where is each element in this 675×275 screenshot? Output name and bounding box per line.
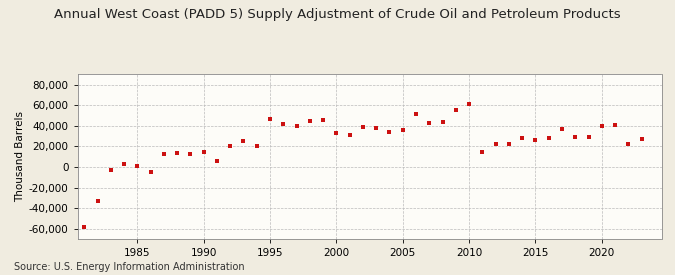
Point bbox=[105, 168, 116, 172]
Point bbox=[490, 142, 501, 147]
Point bbox=[304, 119, 315, 123]
Point bbox=[371, 126, 381, 130]
Point bbox=[583, 135, 594, 139]
Point bbox=[477, 149, 488, 154]
Point bbox=[265, 116, 275, 121]
Point bbox=[623, 142, 634, 147]
Point bbox=[119, 162, 130, 166]
Point bbox=[238, 139, 249, 144]
Point bbox=[159, 152, 169, 156]
Point bbox=[132, 164, 142, 168]
Point bbox=[437, 119, 448, 124]
Point bbox=[464, 102, 475, 106]
Point bbox=[530, 138, 541, 142]
Text: Annual West Coast (PADD 5) Supply Adjustment of Crude Oil and Petroleum Products: Annual West Coast (PADD 5) Supply Adjust… bbox=[54, 8, 621, 21]
Point bbox=[637, 137, 647, 141]
Point bbox=[384, 130, 395, 134]
Point bbox=[251, 144, 262, 148]
Point bbox=[79, 225, 90, 229]
Point bbox=[278, 122, 289, 126]
Point bbox=[171, 150, 182, 155]
Point bbox=[610, 123, 620, 127]
Point bbox=[597, 124, 608, 128]
Point bbox=[570, 135, 580, 139]
Point bbox=[450, 108, 461, 112]
Point bbox=[504, 142, 514, 147]
Point bbox=[344, 133, 355, 137]
Point bbox=[358, 125, 369, 129]
Point bbox=[557, 127, 568, 131]
Point bbox=[543, 136, 554, 140]
Point bbox=[145, 170, 156, 174]
Point bbox=[92, 199, 103, 203]
Point bbox=[517, 136, 528, 140]
Point bbox=[398, 128, 408, 132]
Point bbox=[225, 144, 236, 148]
Point bbox=[198, 149, 209, 154]
Point bbox=[211, 159, 222, 163]
Point bbox=[424, 120, 435, 125]
Point bbox=[331, 131, 342, 135]
Point bbox=[410, 112, 421, 117]
Y-axis label: Thousand Barrels: Thousand Barrels bbox=[15, 111, 25, 202]
Point bbox=[318, 117, 329, 122]
Point bbox=[185, 152, 196, 156]
Text: Source: U.S. Energy Information Administration: Source: U.S. Energy Information Administ… bbox=[14, 262, 244, 272]
Point bbox=[291, 124, 302, 128]
